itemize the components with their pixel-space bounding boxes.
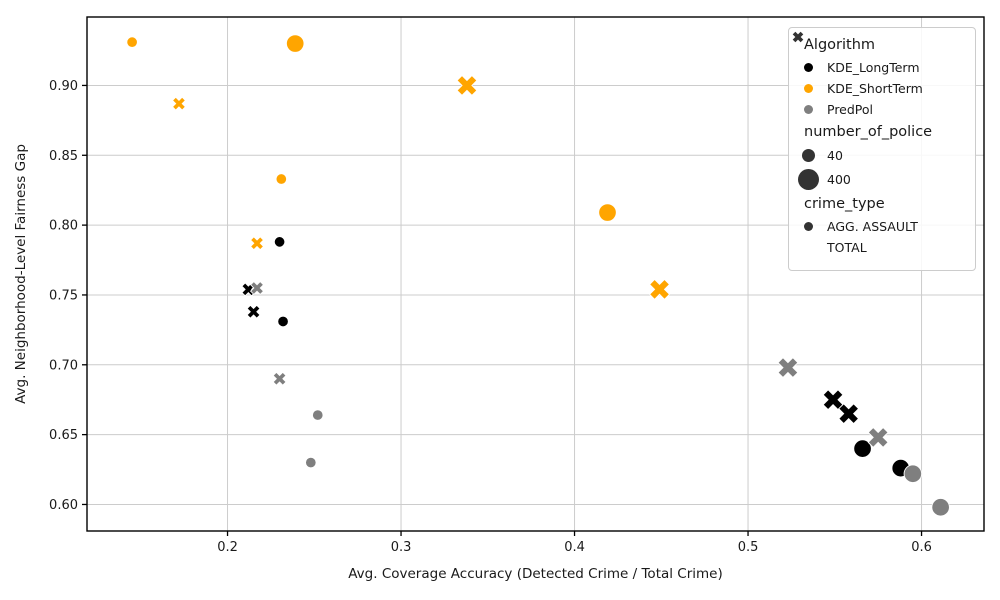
y-tick-label: 0.80	[49, 219, 78, 234]
x-tick-label: 0.5	[738, 540, 759, 555]
legend-entry-label: PredPol	[827, 102, 874, 117]
y-tick-label: 0.90	[49, 79, 78, 94]
legend-x-glyph	[792, 31, 804, 43]
y-axis-label: Avg. Neighborhood-Level Fairness Gap	[13, 144, 29, 404]
legend-entry-label: KDE_LongTerm	[827, 60, 920, 75]
legend-section-title: number_of_police	[804, 124, 933, 140]
data-point-PredPol	[272, 371, 287, 386]
data-point-KDE_LongTerm	[246, 304, 261, 319]
legend-entry-label: KDE_ShortTerm	[827, 81, 923, 96]
legend-entry-label: 40	[827, 147, 843, 163]
x-tick-label: 0.2	[217, 540, 238, 555]
data-point-PredPol	[903, 464, 923, 483]
legend-entry-label: AGG. ASSAULT	[827, 219, 918, 234]
legend-dot	[803, 63, 813, 72]
data-point-KDE_LongTerm	[273, 236, 286, 248]
data-point-KDE_ShortTerm	[285, 34, 305, 53]
legend-section-title: Algorithm	[804, 37, 876, 53]
legend-entry-label: TOTAL	[827, 240, 867, 255]
data-point-KDE_ShortTerm	[126, 36, 138, 48]
y-tick-label: 0.85	[49, 149, 78, 164]
legend: Algorithm KDE_LongTerm KDE_ShortTerm PredPo…	[788, 27, 976, 271]
data-point-PredPol	[305, 456, 317, 469]
plot-border	[86, 16, 985, 532]
y-tick-label: 0.60	[49, 498, 78, 513]
legend-entry: TOTAL	[789, 31, 969, 258]
x-axis-label: Avg. Coverage Accuracy (Detected Crime /…	[348, 566, 723, 582]
data-point-KDE_ShortTerm	[598, 203, 617, 222]
circle-marker-icon	[789, 168, 827, 190]
data-point-KDE_ShortTerm	[456, 74, 478, 96]
data-point-PredPol	[777, 357, 799, 379]
y-tick-label: 0.65	[49, 428, 78, 443]
legend-entry: 400	[789, 166, 969, 192]
circle-marker-icon	[789, 148, 827, 162]
legend-entry: PredPol	[789, 99, 969, 120]
legend-entry: KDE_LongTerm	[789, 57, 969, 78]
circle-marker-icon	[789, 105, 827, 114]
legend-entry-label: 400	[827, 171, 851, 187]
data-point-PredPol	[249, 280, 265, 296]
circle-marker-icon	[789, 63, 827, 72]
data-point-KDE_LongTerm	[853, 439, 872, 458]
legend-section-title: crime_type	[804, 196, 885, 212]
legend-dot	[803, 84, 813, 93]
circle-marker-icon	[789, 222, 827, 231]
legend-entry: AGG. ASSAULT	[789, 216, 969, 237]
circle-marker-icon	[789, 84, 827, 93]
data-point-KDE_LongTerm	[822, 389, 844, 411]
data-point-KDE_ShortTerm	[171, 96, 187, 111]
legend-entry: KDE_ShortTerm	[789, 78, 969, 99]
data-point-PredPol	[867, 426, 889, 448]
x-tick-label: 0.6	[911, 540, 932, 555]
x-tick-label: 0.3	[391, 540, 412, 555]
data-point-PredPol	[931, 498, 950, 517]
x-tick-label: 0.4	[564, 540, 585, 555]
legend-entry: 40	[789, 144, 969, 166]
data-point-KDE_LongTerm	[838, 403, 860, 425]
legend-dot	[803, 105, 813, 114]
y-tick-label: 0.70	[49, 358, 78, 373]
y-tick-label: 0.75	[49, 288, 78, 303]
data-point-KDE_ShortTerm	[249, 236, 265, 251]
legend-dot	[801, 148, 815, 162]
legend-dot	[797, 168, 819, 190]
data-point-PredPol	[312, 409, 324, 421]
data-point-KDE_ShortTerm	[275, 173, 288, 185]
data-point-KDE_LongTerm	[277, 315, 289, 328]
legend-dot	[803, 222, 813, 231]
data-point-KDE_ShortTerm	[649, 278, 671, 300]
